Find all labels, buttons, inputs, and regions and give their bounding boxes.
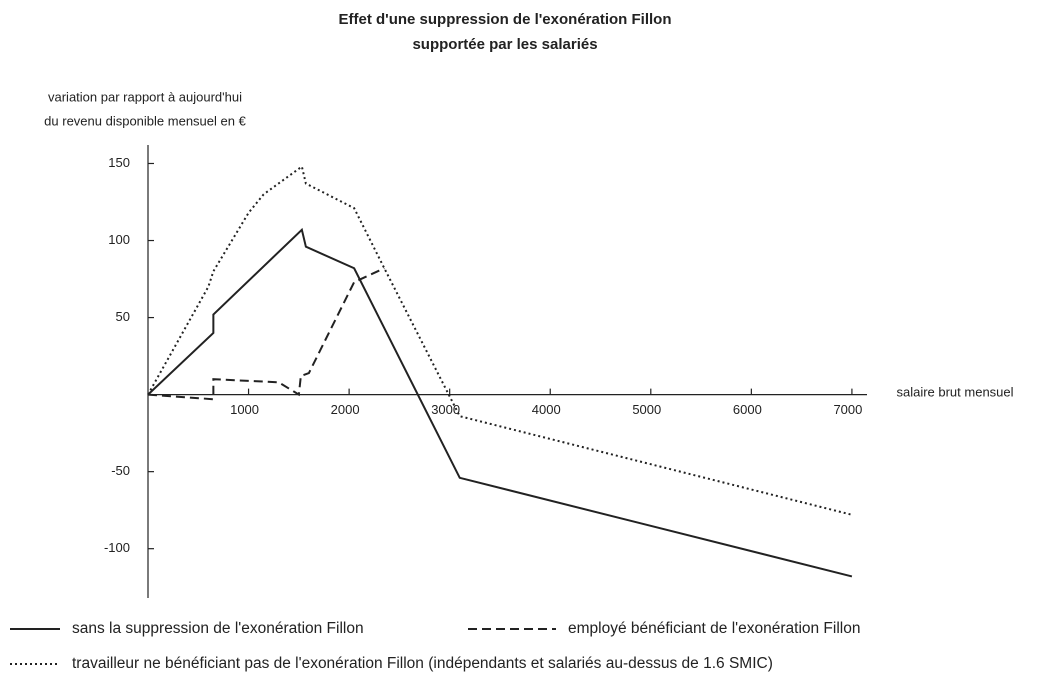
x-tick-label: 2000 — [331, 402, 360, 417]
x-tick-label: 4000 — [532, 402, 561, 417]
x-axis-label: salaire brut mensuel — [896, 384, 1013, 399]
y-axis-label: variation par rapport à aujourd'hui — [48, 89, 242, 104]
y-tick-label: -50 — [111, 463, 130, 478]
x-tick-label: 7000 — [833, 402, 862, 417]
legend-label: travailleur ne bénéficiant pas de l'exon… — [72, 655, 773, 672]
x-tick-label: 3000 — [431, 402, 460, 417]
legend-label: sans la suppression de l'exonération Fil… — [72, 620, 364, 637]
series-line — [147, 267, 385, 401]
x-tick-label: 6000 — [733, 402, 762, 417]
x-tick-label: 5000 — [632, 402, 661, 417]
y-tick-label: -100 — [104, 540, 130, 555]
series-line — [147, 164, 853, 516]
y-tick-label: 100 — [108, 232, 130, 247]
y-axis-label: du revenu disponible mensuel en € — [44, 113, 246, 128]
chart-subtitle: supportée par les salariés — [412, 36, 597, 53]
chart-title: Effet d'une suppression de l'exonération… — [338, 11, 671, 28]
x-tick-label: 1000 — [230, 402, 259, 417]
y-tick-label: 50 — [116, 309, 130, 324]
y-tick-label: 150 — [108, 155, 130, 170]
legend-label: employé bénéficiant de l'exonération Fil… — [568, 620, 860, 637]
series-line — [147, 227, 853, 578]
